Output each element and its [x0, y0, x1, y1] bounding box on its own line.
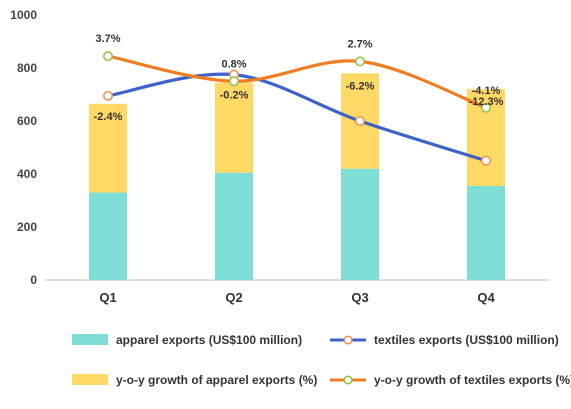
- data-label-apparel-growth: -2.4%: [94, 111, 123, 123]
- legend-label: textiles exports (US$100 million): [374, 333, 559, 347]
- data-label-textiles-growth: 2.7%: [347, 38, 372, 50]
- legend-label: y-o-y growth of textiles exports (%): [374, 373, 571, 387]
- axes: 0 200 400 600 800 1000 Q1 Q2 Q3 Q4: [10, 8, 549, 305]
- point-textiles-growth: [481, 102, 491, 113]
- bar-apparel-exports: [341, 168, 379, 280]
- line-textiles-growth: [106, 54, 488, 110]
- y-tick-label: 0: [30, 273, 37, 287]
- legend-item: y-o-y growth of textiles exports (%): [330, 373, 571, 387]
- legend-marker: [343, 335, 353, 345]
- y-tick-label: 1000: [10, 8, 37, 22]
- legend-marker: [343, 375, 353, 385]
- x-tick-label: Q1: [99, 290, 116, 305]
- legend-swatch: [72, 334, 108, 345]
- bar-apparel-exports: [467, 185, 505, 280]
- lines: [103, 51, 491, 166]
- legend-label: y-o-y growth of apparel exports (%): [116, 373, 317, 387]
- legend-item: y-o-y growth of apparel exports (%): [72, 373, 317, 387]
- bar-apparel-exports: [215, 172, 253, 280]
- data-labels: -2.4% -0.2% -6.2% -12.3% 3.7% 0.8% 2.7% -4.1%: [94, 33, 504, 123]
- line-textiles-exports: [106, 72, 488, 163]
- data-label-textiles-growth: 0.8%: [221, 58, 246, 70]
- bar-apparel-growth: [89, 103, 127, 193]
- point-textiles-exports: [355, 116, 365, 126]
- data-label-apparel-growth: -12.3%: [469, 96, 504, 108]
- x-tick-label: Q3: [351, 290, 368, 305]
- x-tick-label: Q4: [477, 290, 495, 305]
- data-label-textiles-growth: 3.7%: [95, 33, 120, 45]
- y-tick-label: 800: [17, 61, 37, 75]
- point-textiles-growth: [103, 51, 113, 62]
- legend-label: apparel exports (US$100 million): [116, 333, 302, 347]
- y-tick-label: 600: [17, 114, 37, 128]
- legend-swatch: [72, 374, 108, 385]
- bar-apparel-growth: [215, 82, 253, 173]
- data-label-apparel-growth: -6.2%: [346, 80, 375, 92]
- bar-apparel-exports: [89, 192, 127, 280]
- bars: [89, 73, 505, 280]
- x-tick-label: Q2: [225, 290, 242, 305]
- data-label-apparel-growth: -0.2%: [220, 90, 249, 102]
- y-tick-label: 400: [17, 167, 37, 181]
- point-textiles-growth: [229, 76, 239, 87]
- legend-item: apparel exports (US$100 million): [72, 333, 302, 347]
- legend: apparel exports (US$100 million) textiles…: [72, 333, 571, 387]
- point-textiles-growth: [355, 56, 365, 67]
- y-tick-label: 200: [17, 220, 37, 234]
- point-textiles-exports: [103, 90, 113, 101]
- legend-item: textiles exports (US$100 million): [330, 333, 559, 347]
- point-textiles-exports: [481, 155, 491, 166]
- data-label-textiles-growth: -4.1%: [472, 85, 501, 97]
